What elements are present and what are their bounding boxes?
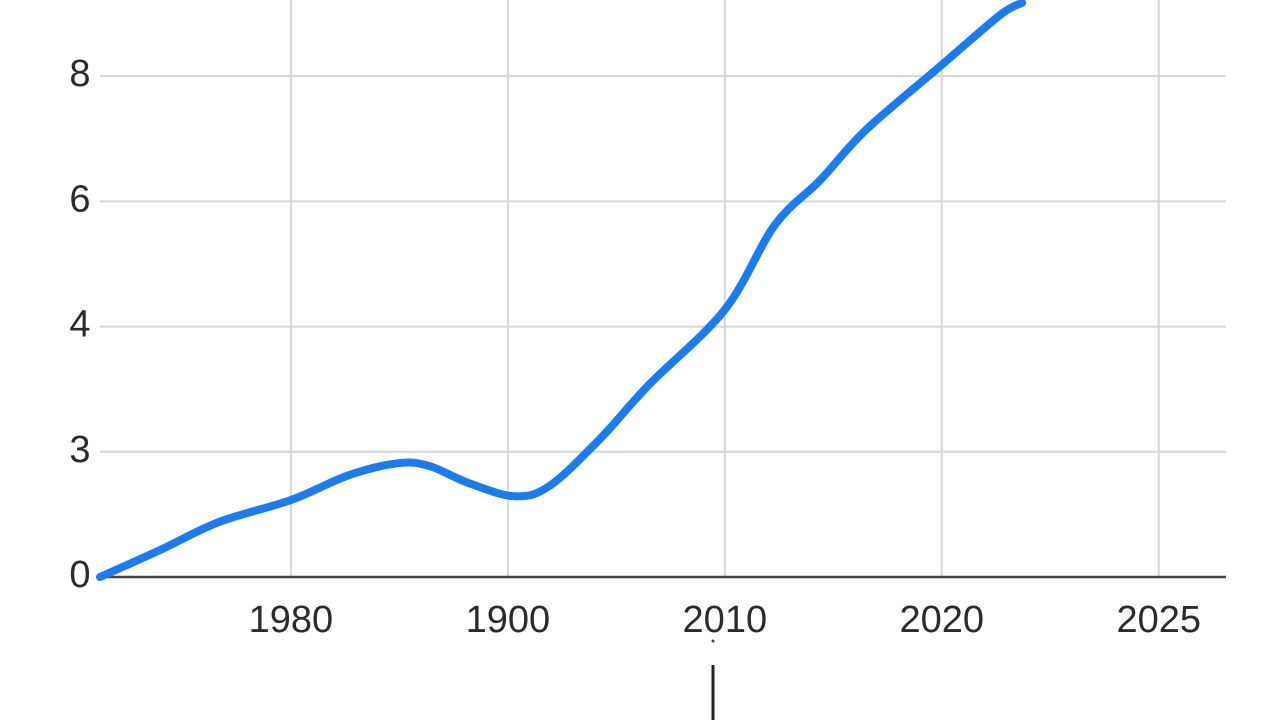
x-tick-label: 1900 [466, 599, 551, 641]
y-tick-label: 0 [69, 554, 90, 596]
x-tick-label: 2020 [900, 599, 985, 641]
x-tick-label: 2010 [683, 599, 768, 641]
x-tick-label: 2025 [1116, 599, 1201, 641]
y-tick-label: 4 [69, 304, 90, 346]
cursor-dot [711, 639, 715, 643]
y-tick-label: 6 [69, 178, 90, 220]
x-tick-label: 1980 [249, 599, 334, 641]
data-line [96, 0, 1027, 581]
y-tick-label: 3 [69, 429, 90, 471]
y-tick-label: 8 [69, 53, 90, 95]
